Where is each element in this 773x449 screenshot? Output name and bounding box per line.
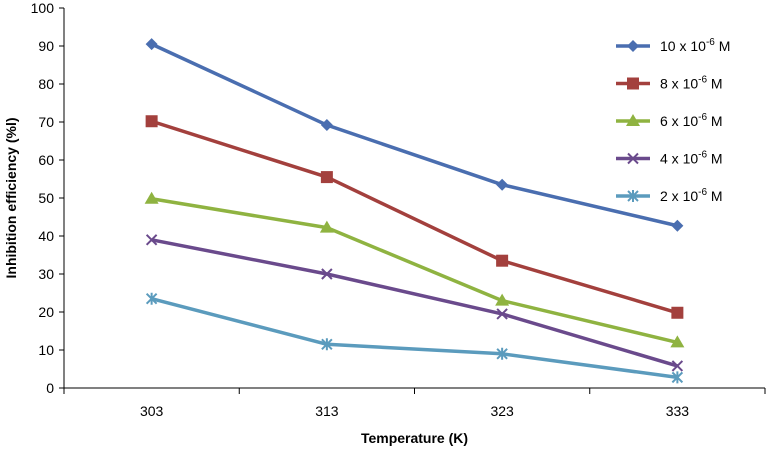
series-line [151,297,678,380]
legend-entry: 10 x 10-6 M [616,37,730,54]
series-line [151,238,678,368]
legend-marker [627,40,639,52]
y-tick-label: 60 [38,152,54,168]
data-point [320,171,333,184]
series-1 [145,38,684,232]
data-point [496,178,509,191]
legend-marker [627,152,639,165]
x-tick-label: 313 [315,403,339,419]
tick-labels: 0 10 20 30 40 50 60 70 80 90 100 303 313 323 333 [31,0,690,419]
data-point [319,220,334,233]
series-group [144,38,685,384]
y-tick-label: 50 [38,190,54,206]
series-4 [145,234,684,372]
legend-label: 2 x 10-6 M [660,187,723,204]
legend-entry: 6 x 10-6 M [616,112,723,129]
y-tick-label: 70 [38,114,54,130]
series-5 [145,292,684,384]
legend-entry: 8 x 10-6 M [616,75,723,92]
y-tick-label: 10 [38,342,54,358]
y-axis-title: Inhibition efficiency (%l) [3,117,19,278]
data-point [321,268,333,280]
x-tick-label: 323 [490,403,514,419]
series-line [151,119,678,315]
legend-marker [627,77,639,90]
data-point [671,306,684,319]
y-tick-label: 30 [38,266,54,282]
legend-marker [627,190,639,202]
legend-entry: 4 x 10-6 M [616,150,723,167]
y-tick-label: 90 [38,38,54,54]
axes [59,7,766,394]
data-point [496,347,508,360]
data-point [145,115,158,128]
y-tick-label: 20 [38,304,54,320]
y-tick-label: 40 [38,228,54,244]
legend-label: 10 x 10-6 M [660,37,730,54]
data-point [320,119,333,132]
data-point [145,292,158,305]
data-point [671,371,684,384]
series-3 [144,191,685,348]
legend-marker [626,114,640,126]
series-line [150,42,678,228]
data-point [671,360,684,372]
legend-entry: 2 x 10-6 M [616,187,723,204]
y-tick-label: 100 [31,0,55,16]
legend-label: 8 x 10-6 M [660,75,723,92]
x-tick-label: 303 [140,403,164,419]
data-point [144,191,159,204]
data-point [670,335,685,348]
data-point [145,234,158,246]
x-axis-title: Temperature (K) [361,430,468,446]
data-point [671,219,684,232]
data-point [495,293,510,306]
series-line [151,197,678,345]
data-point [496,254,509,267]
data-point [321,338,333,351]
y-tick-label: 0 [46,380,54,396]
y-tick-label: 80 [38,76,54,92]
data-point [145,38,158,51]
legend-label: 4 x 10-6 M [660,150,723,167]
legend: 10 x 10-6 M 8 x 10-6 M 6 x 10-6 M 4 x 10-6 … [616,37,730,204]
series-2 [145,115,684,319]
legend-label: 6 x 10-6 M [660,112,723,129]
x-tick-label: 333 [666,403,690,419]
data-point [496,308,508,320]
